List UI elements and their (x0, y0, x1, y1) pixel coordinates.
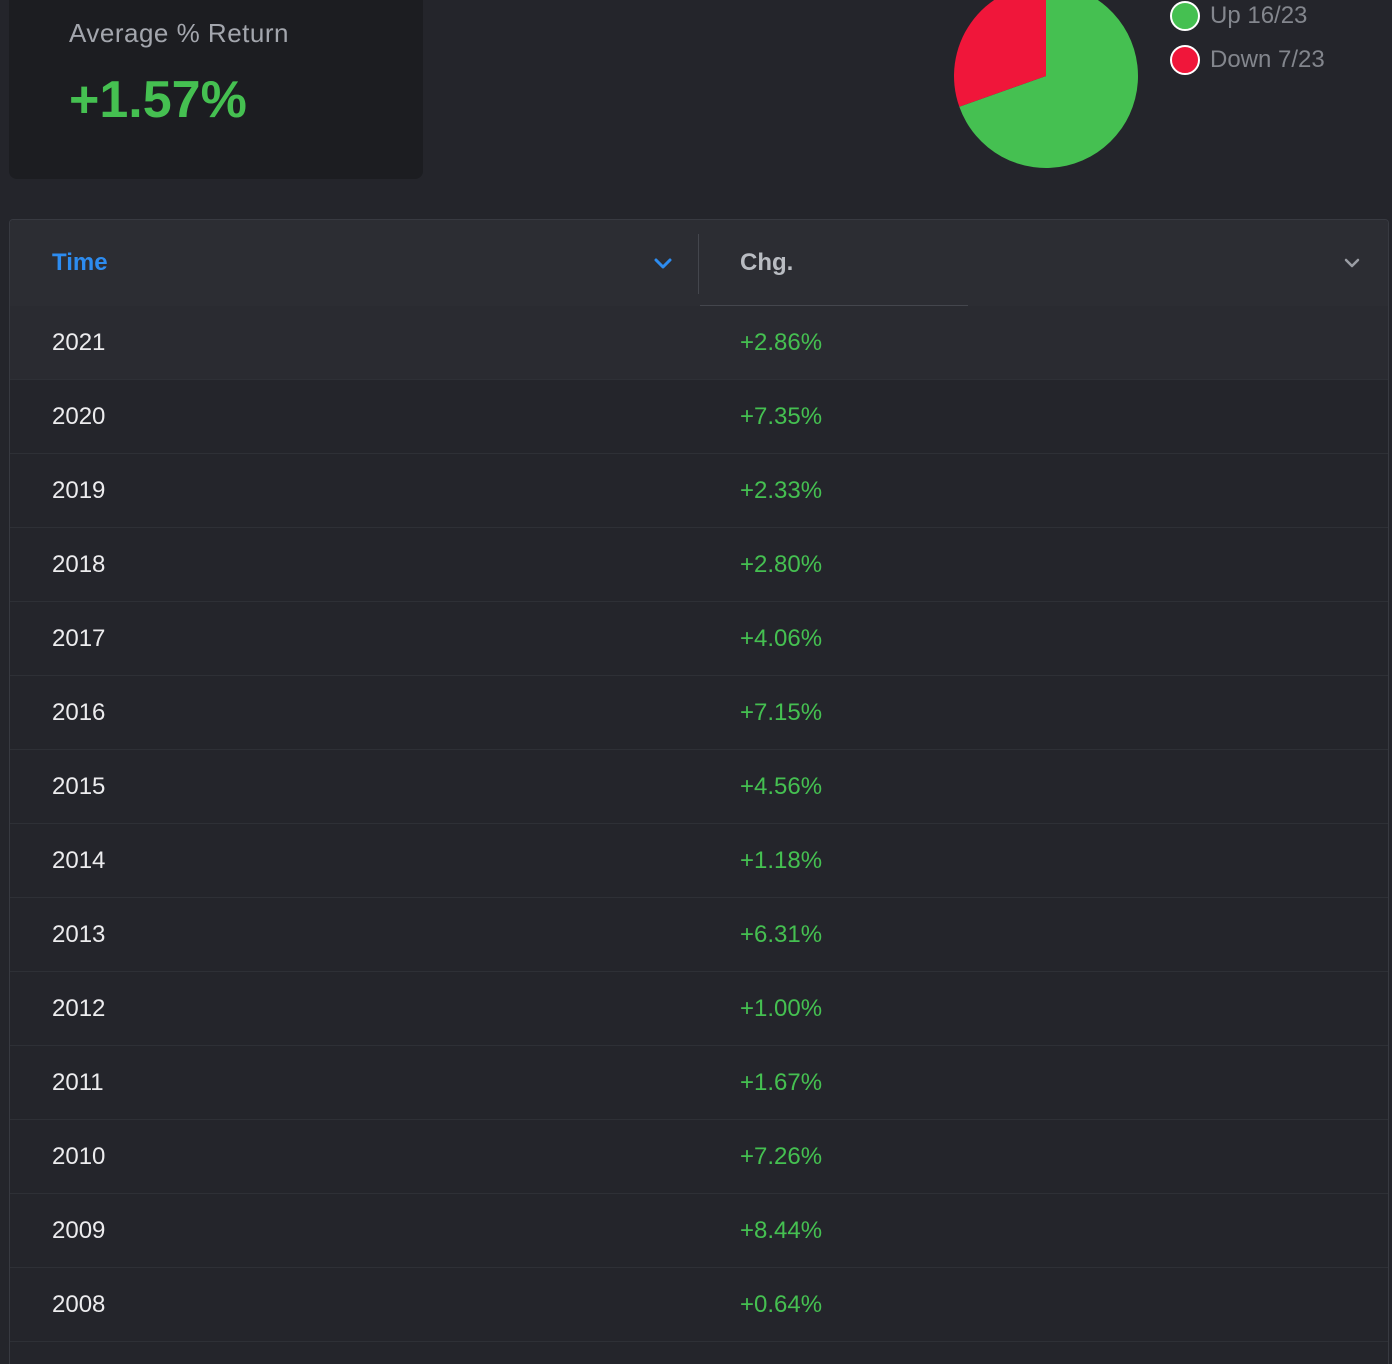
cell-time: 2011 (52, 1069, 104, 1096)
cell-chg: +1.00% (740, 995, 823, 1022)
cell-chg: +8.44% (740, 1217, 823, 1244)
legend-item-down: Down 7/23 (1170, 38, 1325, 82)
cell-chg: +2.80% (740, 551, 823, 578)
cell-time: 2009 (52, 1217, 106, 1244)
chevron-down-icon[interactable] (1341, 252, 1363, 274)
table-header: Time Chg. (10, 220, 1388, 306)
table-row[interactable]: 2013 +6.31% (10, 898, 1388, 972)
legend-dot-down (1170, 45, 1200, 75)
column-header-chg[interactable]: Chg. (698, 220, 1388, 306)
table-body: 2021 +2.86% 2020 +7.35% 2019 +2.33% 2018 +2.80%… (10, 306, 1388, 1364)
table-row[interactable] (10, 1342, 1388, 1364)
cell-chg: +0.64% (740, 1291, 823, 1318)
chevron-down-icon[interactable] (652, 252, 674, 274)
legend-label-up: Up 16/23 (1210, 2, 1308, 29)
cell-time: 2017 (52, 625, 106, 652)
cell-chg: +4.56% (740, 773, 823, 800)
cell-chg: +2.86% (740, 329, 823, 356)
returns-table: Time Chg. 2021 +2.86% 2020 +7.35% 2019 +2.33%… (9, 219, 1389, 1364)
cell-time: 2008 (52, 1291, 106, 1318)
average-return-label: Average % Return (69, 18, 289, 48)
table-row[interactable]: 2011 +1.67% (10, 1046, 1388, 1120)
column-header-time-label: Time (52, 249, 108, 276)
cell-time: 2018 (52, 551, 106, 578)
cell-time: 2015 (52, 773, 106, 800)
cell-chg: +6.31% (740, 921, 823, 948)
table-row[interactable]: 2008 +0.64% (10, 1268, 1388, 1342)
column-header-time[interactable]: Time (10, 220, 698, 306)
up-down-pie-chart (952, 0, 1140, 170)
cell-chg: +7.35% (740, 403, 823, 430)
pie-slice-down (954, 0, 1046, 107)
average-return-card: Average % Return +1.57% (9, 0, 423, 179)
cell-time: 2014 (52, 847, 106, 874)
column-divider (698, 234, 699, 294)
cell-chg: +1.18% (740, 847, 823, 874)
pie-svg (954, 0, 1138, 168)
table-row[interactable]: 2009 +8.44% (10, 1194, 1388, 1268)
pie-slice-up (959, 0, 1138, 168)
column-header-chg-label: Chg. (740, 249, 794, 276)
table-row[interactable]: 2015 +4.56% (10, 750, 1388, 824)
legend-dot-up (1170, 1, 1200, 31)
cell-time: 2020 (52, 403, 106, 430)
cell-time: 2019 (52, 477, 106, 504)
table-row[interactable]: 2017 +4.06% (10, 602, 1388, 676)
average-return-value: +1.57% (69, 71, 247, 129)
table-row[interactable]: 2012 +1.00% (10, 972, 1388, 1046)
cell-time: 2016 (52, 699, 106, 726)
table-row[interactable]: 2016 +7.15% (10, 676, 1388, 750)
cell-chg: +2.33% (740, 477, 823, 504)
pie-legend: Up 16/23 Down 7/23 (1170, 0, 1325, 82)
table-row[interactable]: 2014 +1.18% (10, 824, 1388, 898)
table-row[interactable]: 2021 +2.86% (10, 306, 1388, 380)
legend-label-down: Down 7/23 (1210, 46, 1325, 73)
legend-item-up: Up 16/23 (1170, 0, 1325, 38)
cell-chg: +7.26% (740, 1143, 823, 1170)
cell-time: 2021 (52, 329, 106, 356)
cell-chg: +4.06% (740, 625, 823, 652)
cell-chg: +7.15% (740, 699, 823, 726)
table-row[interactable]: 2020 +7.35% (10, 380, 1388, 454)
column-header-underline (700, 305, 968, 306)
table-row[interactable]: 2019 +2.33% (10, 454, 1388, 528)
table-row[interactable]: 2018 +2.80% (10, 528, 1388, 602)
cell-time: 2012 (52, 995, 106, 1022)
cell-time: 2013 (52, 921, 106, 948)
table-row[interactable]: 2010 +7.26% (10, 1120, 1388, 1194)
cell-chg: +1.67% (740, 1069, 823, 1096)
cell-time: 2010 (52, 1143, 106, 1170)
